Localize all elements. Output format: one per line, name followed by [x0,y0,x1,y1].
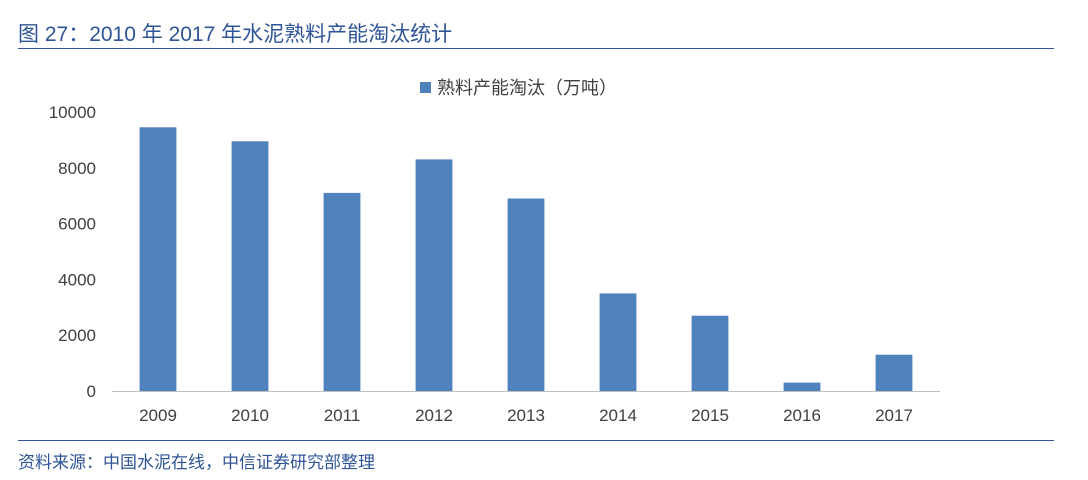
x-tick-label: 2012 [415,406,453,425]
y-tick-label: 8000 [58,159,96,178]
bar [875,354,913,391]
bar [139,127,177,392]
x-tick-label: 2011 [324,406,361,425]
bar [231,141,269,391]
bar [783,382,821,391]
x-tick-label: 2014 [599,406,637,425]
x-tick-label: 2009 [139,406,177,425]
source-note: 资料来源：中国水泥在线，中信证券研究部整理 [18,453,375,472]
x-tick-label: 2013 [507,406,545,425]
y-tick-label: 6000 [58,215,96,234]
y-tick-label: 4000 [58,270,96,289]
bar [415,159,453,391]
legend-label: 熟料产能淘汰（万吨） [437,78,617,98]
x-tick-label: 2015 [691,406,729,425]
bar [599,293,637,391]
y-tick-label: 2000 [58,326,96,345]
title-divider [18,48,1054,49]
x-tick-label: 2016 [783,406,821,425]
bar [507,198,545,391]
legend: 熟料产能淘汰（万吨） [420,78,617,98]
bar [691,315,729,391]
y-tick-label: 0 [87,382,96,401]
x-tick-label: 2010 [231,406,269,425]
figure-title: 图 27：2010 年 2017 年水泥熟料产能淘汰统计 [18,23,453,46]
x-tick-label: 2017 [875,406,913,425]
legend-swatch [420,82,431,93]
bars [139,127,913,392]
bar [323,192,361,391]
source-divider [18,440,1054,441]
y-tick-label: 10000 [49,103,96,122]
x-axis: 2009 2010 2011 2012 2013 2014 2015 2016 2017 [139,406,913,425]
y-axis: 0 2000 4000 6000 8000 10000 [49,103,96,401]
